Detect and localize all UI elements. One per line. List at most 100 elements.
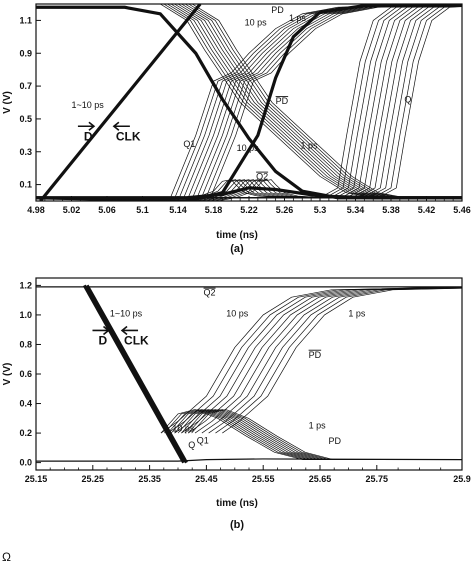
arrow-left-head — [112, 121, 120, 131]
annotation-label: Q2 — [256, 172, 268, 182]
x-tick-label: 25.9 — [453, 474, 471, 484]
series-pd-rise-trace — [168, 4, 462, 201]
series-lines-b — [36, 284, 462, 464]
series-pd-trace — [191, 409, 462, 461]
annotation-label: Q1 — [197, 435, 209, 445]
series-q-trace — [62, 4, 462, 199]
annotation-label: PD — [329, 436, 342, 446]
series-pd-bar-trace — [167, 286, 462, 434]
x-tick-label: 25.45 — [195, 474, 218, 484]
series-pd-bar-trace — [188, 287, 462, 434]
ticks-a: 4.98 5.02 5.06 5.1 5.14 5.18 5.22 5.26 5.3 5.34 5.… — [19, 15, 470, 215]
annotation-label: 1 ps — [289, 13, 307, 23]
y-tick-label: 0.3 — [19, 147, 32, 157]
series-pd-bar-trace — [174, 4, 462, 199]
ticks-b: 25.15 25.25 25.35 25.45 25.55 25.65 25.75 25.9 0… — [19, 280, 470, 484]
annotation-label: PD — [309, 350, 322, 360]
series-pd-bar-trace — [188, 4, 462, 199]
x-tick-label: 5.14 — [169, 205, 187, 215]
annotation-label: 1~10 ps — [72, 100, 105, 110]
series-q-trace — [73, 5, 462, 199]
y-axis-label-a: V (V) — [2, 91, 13, 114]
panel-a: 4.98 5.02 5.06 5.1 5.14 5.18 5.22 5.26 5.3 5.34 5.… — [2, 3, 471, 255]
x-tick-label: 5.1 — [136, 205, 149, 215]
caption-b: (b) — [230, 519, 244, 531]
series-pd-bar-trace — [192, 4, 462, 199]
series-lines-a — [36, 4, 462, 201]
series-pd-rise-trace — [186, 4, 462, 201]
series-pd-rise-trace — [173, 4, 462, 201]
series-pd-bar-trace — [208, 287, 462, 434]
x-tick-label: 5.26 — [276, 205, 294, 215]
series-pd-trace — [167, 409, 462, 461]
annotation-label: Q — [404, 95, 411, 105]
series-pd-rise-trace — [182, 4, 462, 201]
x-tick-label: 5.38 — [382, 205, 400, 215]
series-pd-bar-trace — [181, 4, 462, 199]
annotation-label: 10 ps — [226, 308, 249, 318]
x-tick-label: 5.42 — [418, 205, 436, 215]
series-pd-rise-trace — [195, 4, 462, 201]
x-tick-label: 5.3 — [314, 205, 327, 215]
y-tick-label: 0.1 — [19, 180, 32, 190]
annotation-label: 1 ps — [348, 308, 366, 318]
annotation-label: Q2 — [204, 288, 216, 298]
series-pd-trace — [170, 409, 462, 461]
series-q-trace — [46, 4, 462, 199]
signal-label: CLK — [124, 333, 149, 347]
x-tick-label: 25.65 — [309, 474, 332, 484]
x-tick-label: 25.55 — [252, 474, 275, 484]
panel-b: 25.15 25.25 25.35 25.45 25.55 25.65 25.75 25.9 0… — [2, 277, 471, 531]
annotation-label: Q1 — [183, 139, 195, 149]
series-pd-trace — [177, 409, 462, 461]
series-pd-trace — [187, 409, 462, 461]
series-pd-rise-trace — [190, 4, 462, 201]
arrow-right-head — [88, 121, 96, 131]
series-clk — [36, 5, 462, 200]
series-pd-bar-trace — [174, 286, 462, 434]
series-pd-rise-trace — [199, 4, 462, 201]
series-pd-rise-trace — [177, 4, 462, 201]
series-q-trace — [67, 5, 462, 199]
x-tick-label: 25.35 — [138, 474, 161, 484]
series-d — [39, 4, 202, 201]
x-axis-label-b: time (ns) — [216, 498, 258, 509]
series-q-trace — [36, 4, 462, 199]
x-tick-label: 5.02 — [63, 205, 81, 215]
y-tick-label: 1.1 — [19, 15, 32, 25]
x-tick-label: 5.18 — [205, 205, 223, 215]
annotation-label: PD — [271, 5, 284, 15]
y-tick-label: 1.0 — [19, 310, 32, 320]
x-tick-label: 5.22 — [240, 205, 258, 215]
x-tick-label: 5.34 — [347, 205, 365, 215]
caption-a: (a) — [230, 243, 244, 255]
y-tick-label: 0.4 — [19, 399, 32, 409]
y-tick-label: 0.6 — [19, 369, 32, 379]
series-pd-bar-trace — [215, 287, 462, 434]
arrow-left-head — [120, 325, 128, 336]
annotation-label: 10 ps — [245, 17, 268, 27]
series-pd-rise-trace — [204, 4, 462, 201]
x-tick-label: 5.46 — [453, 205, 471, 215]
signal-label: CLK — [116, 129, 141, 143]
series-pd-bar-trace — [160, 4, 462, 199]
annotation-label: 1 ps — [309, 421, 327, 431]
y-axis-label-b: V (V) — [2, 363, 13, 386]
series-pd-trace — [181, 409, 462, 461]
series-pd-bar-trace — [222, 287, 462, 434]
signal-label: D — [84, 129, 93, 143]
series-pd-bar-trace — [201, 287, 462, 434]
x-tick-label: 25.15 — [25, 474, 48, 484]
annotation-label: 10 ps — [237, 143, 260, 153]
series-q-trace — [57, 4, 462, 199]
series-pd-bar-trace — [170, 4, 462, 199]
annotation-label: Q — [188, 440, 195, 450]
series-pd-bar-trace — [163, 4, 462, 199]
series-pd-bar-trace — [181, 286, 462, 434]
series-q-q1 — [36, 458, 462, 462]
series-pd-bar-trace — [160, 286, 462, 434]
series-q-trace — [51, 4, 462, 199]
